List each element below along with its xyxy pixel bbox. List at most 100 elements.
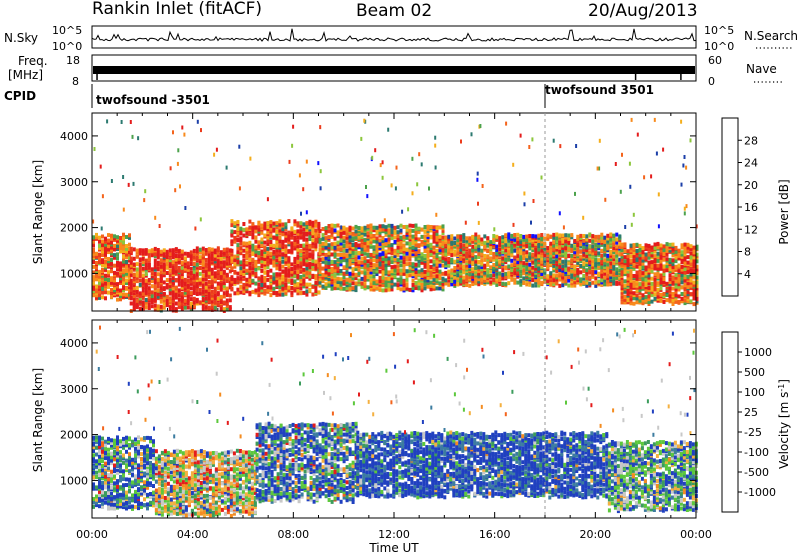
heatmap-cell: [168, 291, 172, 296]
heatmap-cell: [531, 259, 535, 264]
heatmap-cell: [462, 252, 466, 257]
heatmap-cell: [474, 259, 478, 264]
heatmap-cell: [603, 282, 607, 287]
heatmap-cell: [150, 248, 154, 253]
heatmap-cell: [450, 239, 454, 244]
heatmap-cell: [573, 269, 577, 274]
heatmap-cell: [128, 256, 131, 261]
heatmap-cell: [207, 299, 211, 304]
heatmap-cell: [453, 249, 457, 254]
heatmap-cell: [674, 259, 678, 264]
heatmap-cell: [281, 286, 285, 291]
heatmap-cell: [393, 229, 397, 234]
heatmap-cell: [281, 264, 285, 269]
heatmap-cell: [177, 248, 181, 253]
heatmap-cell: [405, 231, 409, 236]
heatmap-cell: [635, 242, 639, 247]
heatmap-cell: [396, 240, 400, 244]
heatmap-cell: [453, 270, 457, 275]
heatmap-cell: [629, 275, 633, 280]
heatmap-cell: [423, 225, 427, 229]
heatmap-cell: [384, 230, 388, 235]
heatmap-cell: [647, 290, 651, 295]
heatmap-cell: [284, 236, 288, 240]
heatmap-cell: [174, 278, 178, 282]
heatmap-cell: [680, 280, 684, 285]
heatmap-cell: [638, 282, 642, 287]
heatmap-cell: [296, 273, 300, 277]
heatmap-cell: [330, 271, 334, 276]
heatmap-cell: [201, 307, 205, 312]
heatmap-cell: [147, 302, 151, 307]
heatmap-cell: [168, 255, 172, 260]
heatmap-cell: [465, 242, 469, 247]
heatmap-cell: [269, 280, 273, 285]
heatmap-cell: [468, 267, 472, 272]
heatmap-cell: [204, 288, 208, 293]
heatmap-cell: [665, 248, 669, 253]
heatmap-cell: [141, 277, 145, 282]
heatmap-cell: [435, 235, 439, 240]
heatmap-cell: [305, 262, 309, 267]
heatmap-cell: [414, 223, 418, 228]
heatmap-cell: [201, 269, 205, 274]
heatmap-cell: [516, 280, 520, 285]
heatmap-cell: [674, 287, 678, 292]
heatmap-cell: [656, 241, 660, 246]
heatmap-cell: [600, 268, 604, 273]
heatmap-cell: [561, 233, 565, 238]
heatmap-cell: [219, 278, 223, 283]
heatmap-cell: [405, 247, 409, 252]
heatmap-cell: [333, 273, 337, 278]
heatmap-cell: [644, 255, 648, 260]
heatmap-cell: [122, 249, 125, 253]
heatmap-cell: [396, 286, 400, 291]
heatmap-cell: [689, 247, 693, 252]
heatmap-cell: [174, 285, 178, 290]
heatmap-cell: [540, 235, 544, 240]
heatmap-cell: [324, 236, 328, 241]
heatmap-cell: [396, 253, 400, 258]
heatmap-cell: [345, 233, 349, 237]
heatmap-cell: [477, 234, 481, 239]
heatmap-cell: [588, 256, 592, 261]
heatmap-cell: [177, 268, 181, 273]
heatmap-cell: [662, 294, 666, 299]
heatmap-cell: [650, 263, 654, 268]
heatmap-cell: [561, 239, 565, 244]
heatmap-cell: [296, 282, 300, 287]
heatmap-cell: [387, 228, 391, 233]
heatmap-cell: [339, 253, 343, 257]
heatmap-cell: [128, 242, 131, 247]
heatmap-cell: [125, 255, 128, 260]
heatmap-cell: [635, 270, 639, 275]
heatmap-cell: [423, 282, 427, 286]
heatmap-cell: [251, 249, 255, 254]
heatmap-cell: [558, 240, 562, 245]
heatmap-cell: [453, 252, 457, 257]
heatmap-cell: [647, 273, 651, 278]
heatmap-cell: [528, 276, 532, 280]
heatmap-cell: [620, 257, 624, 262]
heatmap-cell: [128, 295, 131, 300]
heatmap-cell: [480, 264, 484, 269]
heatmap-cell: [450, 257, 454, 262]
heatmap-cell: [116, 292, 119, 297]
heatmap-cell: [674, 252, 678, 257]
heatmap-cell: [387, 287, 391, 292]
heatmap-cell: [495, 234, 499, 239]
heatmap-cell: [210, 253, 214, 258]
heatmap-cell: [573, 265, 577, 270]
heatmap-cell: [266, 269, 270, 274]
heatmap-cell: [549, 246, 553, 251]
heatmap-cell: [107, 233, 110, 238]
heatmap-cell: [110, 280, 113, 285]
heatmap-cell: [498, 274, 502, 279]
heatmap-cell: [600, 271, 604, 276]
heatmap-cell: [393, 282, 397, 287]
heatmap-cell: [269, 257, 273, 262]
heatmap-cell: [210, 279, 214, 284]
heatmap-cell: [677, 299, 681, 304]
heatmap-cell: [138, 257, 142, 262]
heatmap-cell: [489, 256, 493, 261]
